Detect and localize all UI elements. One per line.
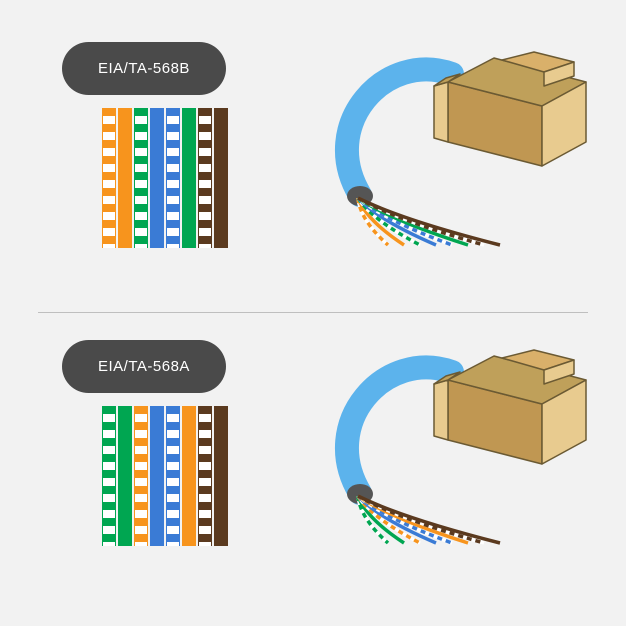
connector-illustration-svg xyxy=(330,30,600,270)
wire-5-blue-stripe xyxy=(166,406,180,546)
wire-1-green-stripe xyxy=(102,406,116,546)
wire-6-green xyxy=(182,108,196,248)
wire-order-568b xyxy=(102,108,228,248)
wire-7-brown-stripe xyxy=(198,406,212,546)
wire-8-brown xyxy=(214,406,228,546)
label-568a: EIA/TA-568A xyxy=(62,340,226,393)
wire-3-green-stripe xyxy=(134,108,148,248)
section-divider xyxy=(38,312,588,313)
wire-order-568a xyxy=(102,406,228,546)
wire-5-blue-stripe xyxy=(166,108,180,248)
wire-7-brown-stripe xyxy=(198,108,212,248)
wire-8-brown xyxy=(214,108,228,248)
wire-2-green xyxy=(118,406,132,546)
wire-3-orange-stripe xyxy=(134,406,148,546)
label-568b: EIA/TA-568B xyxy=(62,42,226,95)
wire-6-orange xyxy=(182,406,196,546)
wire-2-orange xyxy=(118,108,132,248)
connector-568b xyxy=(330,30,600,275)
connector-illustration-svg xyxy=(330,328,600,568)
wire-4-blue xyxy=(150,406,164,546)
wire-4-blue xyxy=(150,108,164,248)
connector-568a xyxy=(330,328,600,573)
wire-1-orange-stripe xyxy=(102,108,116,248)
